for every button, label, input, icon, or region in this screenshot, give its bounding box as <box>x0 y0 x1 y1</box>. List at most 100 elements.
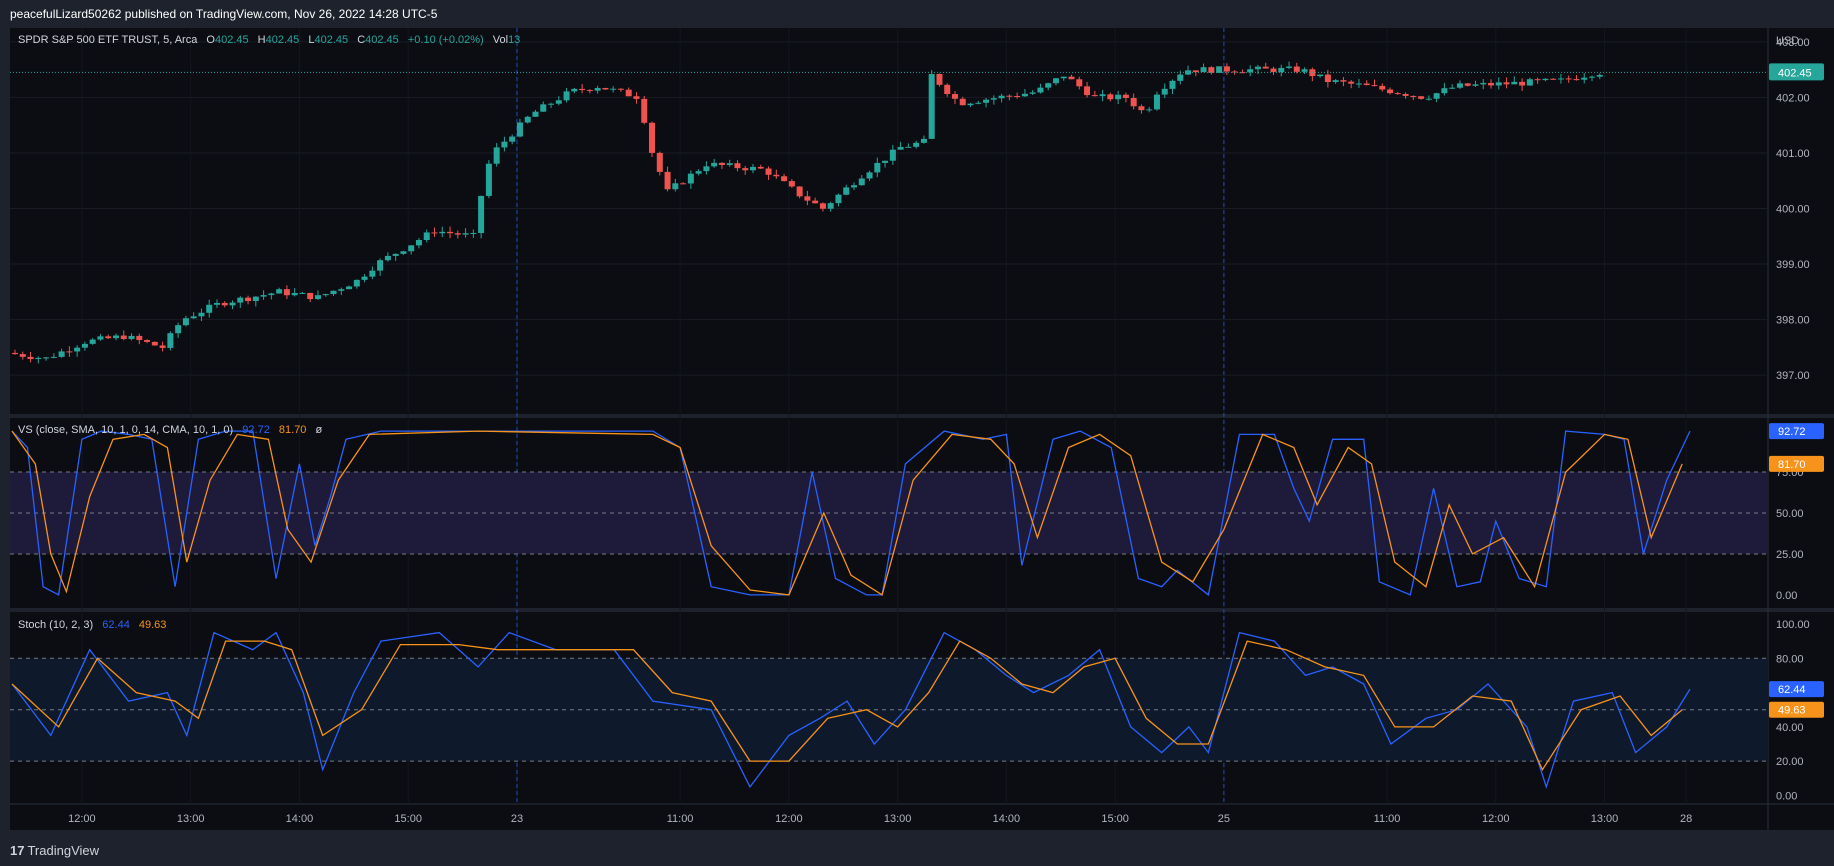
price-candle <box>1441 88 1448 94</box>
price-candle <box>1091 95 1098 97</box>
indicator-line-orange <box>11 640 1683 772</box>
price-candle <box>299 292 306 294</box>
indicator-tick-label: 50.00 <box>1776 508 1804 520</box>
price-candle <box>1029 92 1036 94</box>
indicator-value-badge <box>1769 455 1824 472</box>
price-candle <box>462 233 469 235</box>
price-candle <box>12 352 18 355</box>
time-tick-label: 15:00 <box>1101 813 1129 825</box>
price-candle <box>27 356 34 360</box>
price-candle <box>112 335 119 339</box>
price-candle <box>1433 93 1440 99</box>
indicator-tick-label: 0.00 <box>1776 790 1797 802</box>
price-candle <box>439 231 446 234</box>
price-candle <box>920 138 927 143</box>
price-candle <box>1324 74 1331 82</box>
price-candle <box>1278 67 1285 73</box>
price-candle <box>734 163 741 169</box>
open-value: 402.45 <box>214 34 249 46</box>
price-candle <box>1146 109 1153 111</box>
price-candle <box>656 152 663 172</box>
price-candle <box>330 290 337 295</box>
price-candle <box>1021 93 1028 97</box>
price-candle <box>1371 85 1378 87</box>
price-candle <box>1534 79 1541 81</box>
price-candle <box>245 297 252 302</box>
price-candle <box>509 136 516 142</box>
price-candle <box>447 231 454 234</box>
price-candle <box>579 88 586 91</box>
price-candle <box>431 232 438 234</box>
price-candle <box>268 293 275 296</box>
stoch-indicator-name[interactable]: Stoch (10, 2, 3) <box>18 619 94 631</box>
price-candle <box>959 98 966 106</box>
price-candle <box>936 73 943 85</box>
price-candle <box>1138 106 1145 111</box>
price-candle <box>1596 74 1603 77</box>
price-candle <box>43 357 50 359</box>
price-candle <box>213 302 220 305</box>
vs-extra-symbol: ø <box>315 424 323 436</box>
price-candle <box>866 172 873 179</box>
price-candle <box>1006 95 1013 97</box>
price-candle <box>757 166 764 169</box>
price-candle <box>1449 87 1456 89</box>
stoch-value-blue: 62.44 <box>102 619 130 631</box>
price-candle <box>516 122 523 137</box>
price-candle <box>1185 70 1192 75</box>
price-candle <box>384 255 391 261</box>
price-candle <box>1581 77 1588 80</box>
price-candle <box>695 171 702 174</box>
price-candle <box>307 292 314 300</box>
price-candle <box>1122 94 1129 98</box>
price-candle <box>617 88 624 90</box>
tradingview-logo[interactable]: 17 TradingView <box>10 843 99 858</box>
price-candle <box>625 89 632 97</box>
price-candle <box>89 339 96 344</box>
price-candle <box>524 116 531 123</box>
price-tick-label: 397.00 <box>1776 370 1810 382</box>
price-candle <box>454 233 461 235</box>
indicator-line-blue <box>11 430 1691 597</box>
symbol-label[interactable]: SPDR S&P 500 ETF TRUST, 5, Arca <box>18 34 198 46</box>
price-candle <box>97 336 104 340</box>
close-label: C <box>357 34 366 46</box>
price-candle <box>563 91 570 101</box>
indicator-line-orange <box>11 430 1683 596</box>
price-tick-label: 401.00 <box>1776 148 1810 160</box>
stoch-legend: Stoch (10, 2, 3) 62.44 49.63 <box>18 619 166 631</box>
price-candle <box>1503 82 1510 85</box>
price-candle <box>905 146 912 148</box>
price-candle <box>1239 72 1246 74</box>
main-legend: SPDR S&P 500 ETF TRUST, 5, Arca O402.45 … <box>18 34 520 46</box>
price-candle <box>1526 79 1533 86</box>
price-candle <box>851 185 857 188</box>
time-tick-label: 15:00 <box>394 813 422 825</box>
price-candle <box>1542 78 1549 81</box>
price-candle <box>478 195 485 234</box>
volume-value: 13 <box>508 34 521 46</box>
price-candle <box>1247 69 1254 73</box>
price-candle <box>175 325 182 334</box>
price-candle <box>703 166 710 172</box>
price-candle <box>493 147 500 164</box>
indicator-band <box>10 658 1768 762</box>
price-candle <box>1472 84 1479 86</box>
indicator-tick-label: 80.00 <box>1776 653 1804 665</box>
indicator-tick-label: 25.00 <box>1776 549 1804 561</box>
price-candle <box>540 104 547 112</box>
price-candle <box>610 88 617 90</box>
price-candle <box>827 203 834 209</box>
price-candle <box>369 270 376 277</box>
pane-separator <box>10 608 1834 612</box>
price-candle <box>1456 83 1463 88</box>
indicator-tick-label: 100.00 <box>1776 619 1810 631</box>
price-candle <box>221 302 228 306</box>
price-candle <box>1519 81 1526 86</box>
time-tick-label: 25 <box>1218 813 1230 825</box>
time-tick-label: 14:00 <box>286 813 314 825</box>
vs-indicator-name[interactable]: VS (close, SMA, 10, 1, 0, 14, CMA, 10, 1… <box>18 424 234 436</box>
low-label: L <box>308 34 315 46</box>
price-candle <box>1379 85 1386 90</box>
